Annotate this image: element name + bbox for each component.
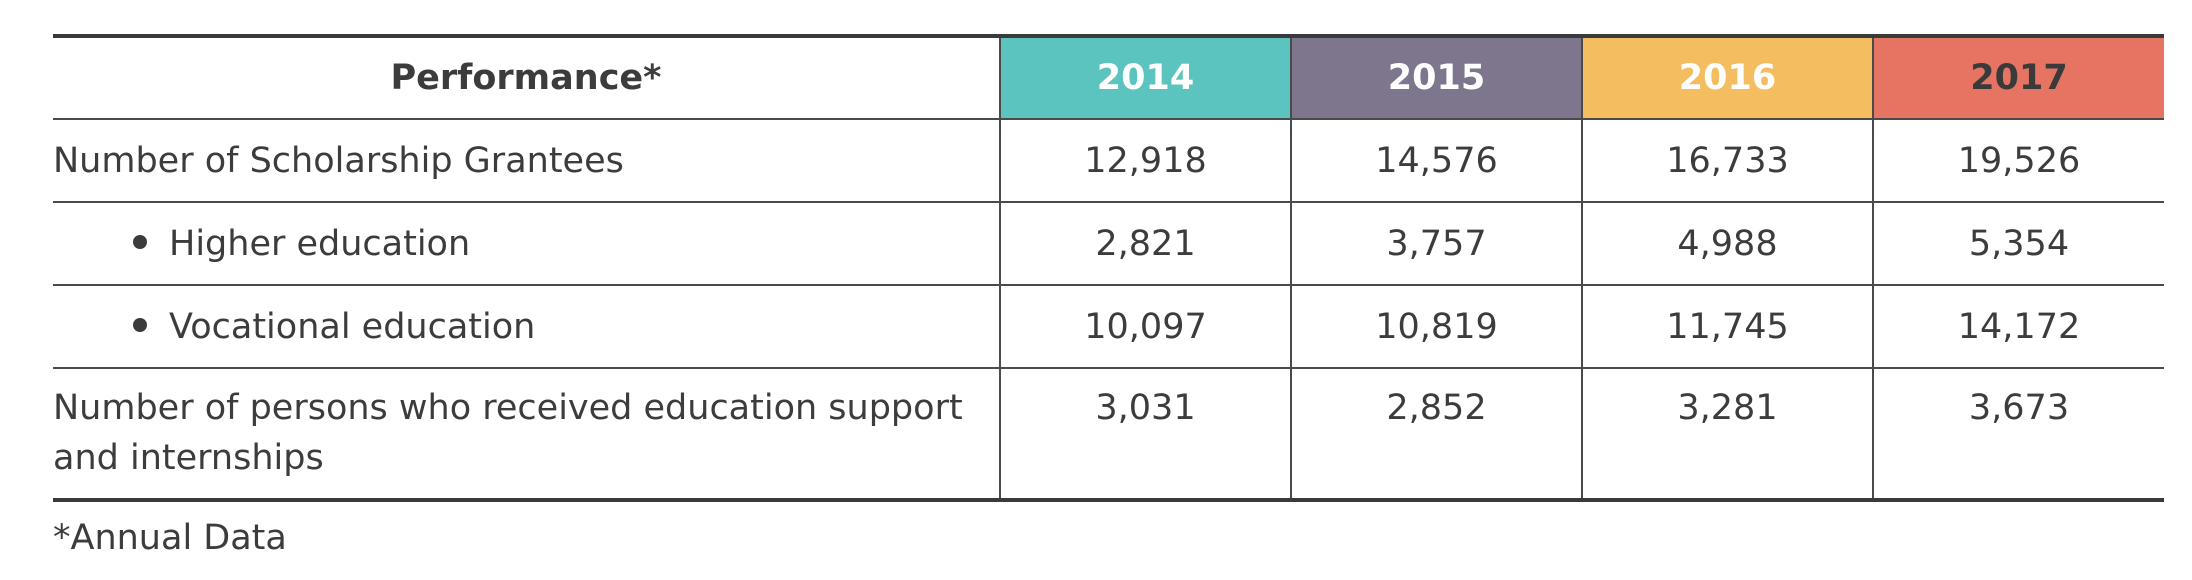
row-label-line2: and internships (53, 438, 324, 478)
header-year-2014: 2014 (999, 34, 1291, 120)
table-row: Vocational education 10,097 10,819 11,74… (53, 285, 2164, 369)
table-row: Number of Scholarship Grantees 12,918 14… (53, 119, 2164, 203)
cell-value: 5,354 (1872, 202, 2164, 286)
header-performance: Performance* (53, 34, 1001, 120)
cell-value: 14,576 (1290, 119, 1582, 203)
cell-value: 16,733 (1581, 119, 1873, 203)
footnote: *Annual Data (53, 518, 287, 558)
cell-value: 10,097 (999, 285, 1291, 369)
cell-value: 3,673 (1872, 368, 2164, 502)
cell-value: 10,819 (1290, 285, 1582, 369)
cell-value: 12,918 (999, 119, 1291, 203)
row-label-higher-education: Higher education (53, 202, 1001, 286)
cell-value: 3,031 (999, 368, 1291, 502)
cell-value: 2,852 (1290, 368, 1582, 502)
cell-value: 2,821 (999, 202, 1291, 286)
cell-value: 11,745 (1581, 285, 1873, 369)
header-year-2016: 2016 (1581, 34, 1873, 120)
header-year-2017: 2017 (1872, 34, 2164, 120)
cell-value: 19,526 (1872, 119, 2164, 203)
cell-value: 4,988 (1581, 202, 1873, 286)
table-row: Higher education 2,821 3,757 4,988 5,354 (53, 202, 2164, 286)
row-label-vocational-education: Vocational education (53, 285, 1001, 369)
row-label-line1: Number of persons who received education… (53, 388, 963, 428)
row-label-scholarship-grantees: Number of Scholarship Grantees (53, 119, 1001, 203)
bullet-icon (133, 317, 147, 332)
table-header-row: Performance* 2014 2015 2016 2017 (53, 34, 2164, 120)
performance-table: Performance* 2014 2015 2016 2017 Number … (53, 34, 2164, 502)
row-label-text: Vocational education (169, 306, 536, 347)
row-label-education-support: Number of persons who received education… (53, 368, 1001, 502)
cell-value: 3,281 (1581, 368, 1873, 502)
cell-value: 14,172 (1872, 285, 2164, 369)
row-label-text: Higher education (169, 223, 471, 264)
table-row: Number of persons who received education… (53, 368, 2164, 502)
performance-table-container: Performance* 2014 2015 2016 2017 Number … (53, 34, 2164, 502)
bullet-icon (133, 234, 147, 249)
header-year-2015: 2015 (1290, 34, 1582, 120)
cell-value: 3,757 (1290, 202, 1582, 286)
